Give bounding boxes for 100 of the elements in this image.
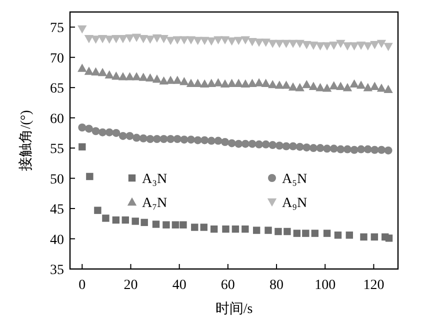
y-tick-label: 60 [50, 112, 64, 127]
point [118, 132, 127, 140]
point [289, 142, 298, 150]
point [261, 78, 270, 87]
point [322, 84, 332, 92]
point [105, 128, 114, 136]
y-tick-label: 65 [50, 82, 64, 97]
x-tick-label: 20 [124, 278, 138, 293]
point [186, 136, 195, 144]
point [159, 35, 168, 44]
point [268, 40, 278, 48]
point [84, 124, 93, 133]
point [316, 82, 325, 92]
y-tick-label: 55 [50, 142, 64, 158]
point [84, 35, 94, 44]
point [316, 144, 324, 152]
point [363, 42, 372, 50]
legend-label: A₉N [282, 196, 308, 211]
point [112, 128, 120, 137]
x-tick-label: 100 [314, 278, 336, 293]
point [336, 82, 346, 90]
point [112, 216, 120, 224]
x-tick-label: 120 [363, 278, 384, 293]
point [214, 36, 223, 44]
point [384, 42, 393, 52]
point [78, 143, 86, 150]
point [180, 136, 188, 144]
point [172, 36, 182, 44]
point [160, 134, 168, 143]
point [363, 82, 372, 92]
point [146, 134, 154, 143]
point [152, 34, 162, 43]
point [370, 41, 380, 50]
point [207, 136, 216, 145]
legend-label: A₇N [142, 196, 168, 211]
point [288, 82, 298, 91]
point [172, 221, 180, 228]
point [200, 224, 208, 231]
point [78, 124, 86, 132]
point [323, 230, 331, 237]
point [264, 226, 272, 234]
point [311, 230, 319, 237]
point [296, 142, 304, 151]
point [274, 40, 284, 48]
point [152, 134, 161, 143]
point [336, 40, 346, 48]
point [104, 70, 114, 78]
point [186, 78, 196, 87]
point [254, 38, 264, 47]
point [252, 226, 260, 234]
point [91, 36, 100, 44]
point [329, 81, 338, 90]
point [302, 41, 312, 50]
point [309, 144, 318, 152]
x-axis-title: 时间/s [215, 301, 253, 317]
y-tick-label: 50 [50, 172, 64, 188]
point [200, 79, 210, 88]
point [364, 145, 372, 154]
point [240, 79, 250, 88]
point [166, 36, 176, 46]
point [132, 218, 139, 225]
point [227, 78, 236, 87]
point [140, 218, 148, 226]
point [200, 136, 209, 144]
point [228, 139, 236, 148]
point [98, 68, 108, 76]
point [126, 132, 134, 140]
point [214, 136, 222, 145]
point [336, 145, 345, 154]
point [132, 134, 141, 142]
point [248, 38, 257, 46]
point [308, 42, 318, 50]
point [370, 82, 380, 90]
point [159, 76, 168, 85]
point [255, 140, 264, 148]
x-tick-label: 0 [78, 278, 86, 293]
point [91, 67, 100, 76]
point [350, 42, 359, 50]
point [385, 234, 393, 242]
point [295, 82, 304, 92]
point [104, 36, 114, 44]
point [220, 36, 230, 44]
point [222, 225, 230, 233]
point [132, 34, 142, 42]
point [384, 146, 392, 154]
point [234, 140, 243, 148]
point [152, 74, 162, 83]
point [220, 79, 230, 88]
point [262, 140, 270, 148]
point [302, 230, 310, 237]
point [166, 134, 175, 143]
point [241, 140, 250, 148]
point [180, 221, 187, 228]
point [125, 34, 134, 43]
point [356, 80, 366, 89]
point [210, 225, 218, 233]
point [360, 233, 368, 241]
point [200, 36, 210, 46]
y-tick-label: 70 [50, 51, 64, 66]
point [343, 145, 352, 154]
